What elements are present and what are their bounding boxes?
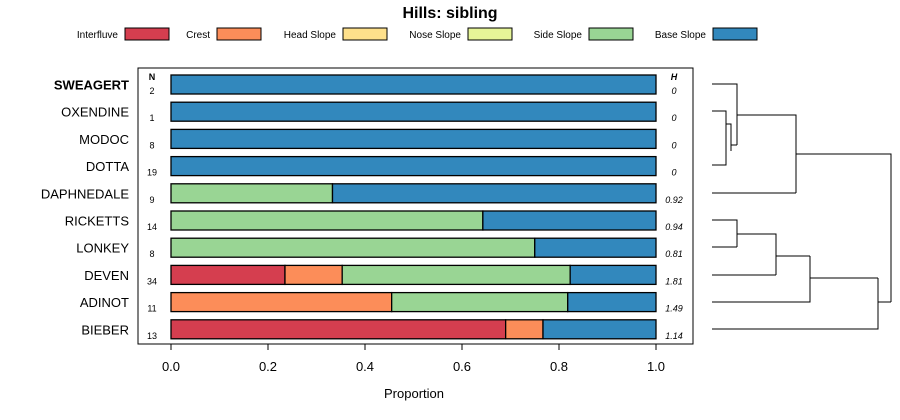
legend-swatch [712,27,758,41]
bar-segment [170,237,536,258]
x-tick-label: 0.2 [259,359,277,374]
category-label: BIEBER [81,322,129,337]
legend-swatch [467,27,513,41]
legend-label: Interfluve [77,30,119,41]
category-label: MODOC [79,132,129,147]
bar-segment [569,264,657,286]
n-value: 9 [149,195,154,205]
bar-segment [284,264,343,286]
bar-segment [482,210,657,231]
dendrogram-link [712,233,777,276]
dendrogram-link [726,123,732,151]
bar-segment [567,291,657,313]
x-tick-label: 0.8 [550,359,568,374]
legend-label: Nose Slope [409,30,461,41]
bars [170,74,657,340]
bar-segment [170,155,657,177]
legend-label: Head Slope [284,30,337,41]
bar-segment [170,74,657,95]
dendrogram [712,83,892,330]
category-label: SWEAGERT [54,78,129,93]
legend: Interfluve Crest Head Slope Nose Slope Side … [77,27,758,41]
x-tick-label: 0.0 [162,359,180,374]
n-value: 14 [147,222,157,232]
category-label: OXENDINE [61,105,129,120]
h-value: 0.92 [665,195,683,205]
x-tick-label: 1.0 [647,359,665,374]
h-value: 0 [671,113,676,123]
bar-segment [170,101,657,122]
legend-label: Crest [186,30,210,41]
bar-segment [331,183,657,204]
category-label: RICKETTS [65,214,130,229]
bar-segment [504,319,544,340]
bar-segment [170,183,334,204]
x-axis-title: Proportion [384,386,444,401]
dendrogram-link [712,255,811,303]
n-value: 19 [147,168,157,178]
h-value: 1.14 [665,331,683,341]
chart-title: Hills: sibling [402,5,497,22]
dendrogram-link [796,153,892,303]
legend-swatch [216,27,262,41]
legend-swatch [588,27,634,41]
bar-segment [542,319,657,340]
bar-segment [170,210,484,231]
legend-swatch [124,27,170,41]
n-value: 8 [149,140,154,150]
x-tick-label: 0.6 [453,359,471,374]
h-value: 1.81 [665,276,683,286]
h-column: 0 0 0 0 0.92 0.94 0.81 1.81 1.49 1.14 [665,86,683,341]
x-axis: 0.0 0.2 0.4 0.6 0.8 1.0 [162,344,665,374]
bar-segment [341,264,571,286]
category-label: LONKEY [76,241,129,256]
dendrogram-link [712,110,727,166]
bar-segment [534,237,657,258]
h-value: 0 [671,140,676,150]
bar-segment [170,319,507,340]
n-column: 2 1 8 19 9 14 8 34 11 13 [147,86,157,341]
category-label: DEVEN [84,268,129,283]
category-labels: SWEAGERT OXENDINE MODOC DOTTA DAPHNEDALE RICK… [41,78,129,338]
h-value: 1.49 [665,304,683,314]
bar-segment [170,264,286,286]
bar-segment [391,291,569,313]
bar-segment [170,291,393,313]
legend-label: Side Slope [534,30,583,41]
dendrogram-link [712,114,797,194]
h-value: 0 [671,86,676,96]
n-column-header: N [149,72,156,82]
n-value: 34 [147,276,157,286]
plot-panel [137,67,694,345]
h-value: 0 [671,168,676,178]
n-value: 8 [149,249,154,259]
legend-swatch [342,27,388,41]
n-value: 11 [147,304,156,314]
h-value: 0.81 [665,249,683,259]
category-label: DOTTA [86,159,129,174]
dendrogram-link [712,219,738,248]
n-value: 13 [147,331,157,341]
n-value: 2 [149,86,154,96]
n-value: 1 [149,113,154,123]
category-label: DAPHNEDALE [41,186,129,201]
dendrogram-link [712,277,879,330]
x-tick-label: 0.4 [356,359,374,374]
h-column-header: H [671,72,678,82]
legend-label: Base Slope [655,30,707,41]
h-value: 0.94 [665,222,683,232]
dendrogram-link [712,83,738,146]
bar-segment [170,128,657,150]
category-label: ADINOT [80,295,129,310]
